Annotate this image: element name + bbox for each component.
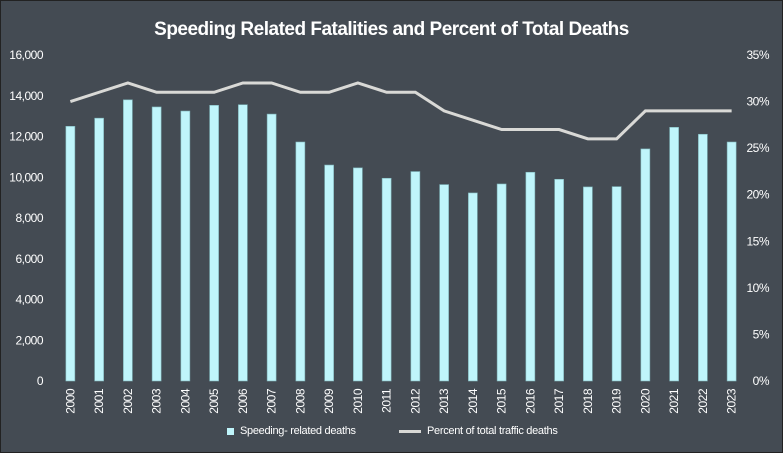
bar — [65, 126, 76, 382]
legend-item-line: Percent of total traffic deaths — [399, 425, 558, 437]
x-tick-label: 2023 — [725, 388, 739, 414]
x-tick-label: 2005 — [207, 388, 221, 414]
legend-label-line: Percent of total traffic deaths — [427, 425, 558, 437]
bar — [726, 141, 737, 382]
x-tick-label: 2013 — [437, 388, 451, 414]
bar — [554, 178, 564, 382]
bar — [324, 164, 334, 382]
y-left-tick-label: 4,000 — [15, 293, 43, 307]
y-right-tick-label: 15% — [746, 234, 769, 248]
y-right-tick-label: 5% — [753, 327, 770, 341]
x-tick-label: 2020 — [638, 388, 652, 414]
bar — [123, 99, 133, 382]
x-tick-label: 2003 — [150, 388, 164, 414]
bar — [496, 183, 507, 382]
x-tick-label: 2018 — [581, 388, 595, 414]
y-left-tick-label: 2,000 — [15, 333, 43, 347]
bar — [611, 186, 622, 382]
x-tick-label: 2016 — [523, 388, 537, 414]
x-tick-label: 2022 — [696, 388, 710, 414]
x-tick-label: 2015 — [495, 388, 509, 414]
x-tick-label: 2017 — [552, 388, 566, 414]
bar — [353, 167, 363, 382]
x-tick-label: 2010 — [351, 388, 365, 414]
y-left-tick-label: 10,000 — [9, 170, 44, 184]
y-right-tick-label: 0% — [753, 374, 770, 388]
y-left-tick-label: 14,000 — [9, 89, 44, 103]
legend-label-bars: Speeding- related deaths — [240, 425, 356, 437]
y-right-tick-label: 35% — [746, 48, 769, 62]
bar — [583, 186, 593, 382]
legend-item-bars: Speeding- related deaths — [227, 425, 356, 437]
bar — [209, 105, 219, 382]
y-right-tick-label: 30% — [746, 95, 769, 109]
x-tick-label: 2009 — [322, 388, 336, 414]
y-left-tick-label: 0 — [37, 374, 44, 388]
bar — [640, 148, 651, 382]
bar — [381, 177, 392, 382]
bar — [669, 127, 679, 382]
bar — [525, 171, 536, 382]
bar — [266, 113, 277, 382]
bar — [238, 104, 248, 382]
x-tick-label: 2019 — [610, 388, 624, 414]
legend-swatch-bars — [227, 427, 234, 435]
x-tick-label: 2004 — [178, 388, 192, 414]
bar — [180, 110, 191, 382]
x-tick-label: 2006 — [236, 388, 250, 414]
bar — [295, 141, 306, 382]
y-left-tick-label: 16,000 — [9, 48, 44, 62]
x-tick-label: 2008 — [293, 388, 307, 414]
y-left-tick-label: 12,000 — [9, 130, 44, 144]
x-tick-label: 2002 — [121, 388, 135, 414]
y-left-tick-label: 6,000 — [15, 252, 43, 266]
chart-title: Speeding Related Fatalities and Percent … — [154, 19, 629, 40]
x-tick-label: 2000 — [63, 388, 77, 414]
x-tick-label: 2007 — [265, 388, 279, 414]
x-tick-label: 2021 — [667, 388, 681, 414]
y-left-tick-label: 8,000 — [15, 211, 43, 225]
bar — [410, 171, 421, 382]
x-tick-label: 2001 — [92, 388, 106, 414]
legend-swatch-line — [399, 429, 421, 433]
y-right-tick-label: 20% — [746, 188, 769, 202]
bar — [439, 184, 449, 382]
x-tick-label: 2012 — [408, 388, 422, 414]
bar — [151, 106, 162, 382]
y-right-tick-label: 25% — [746, 141, 769, 155]
x-tick-label: 2011 — [380, 388, 394, 413]
bar — [468, 192, 478, 382]
x-tick-label: 2014 — [466, 388, 480, 414]
y-right-tick-label: 10% — [746, 281, 769, 295]
bar — [94, 117, 104, 382]
line-series — [69, 81, 732, 141]
bar — [698, 133, 708, 382]
